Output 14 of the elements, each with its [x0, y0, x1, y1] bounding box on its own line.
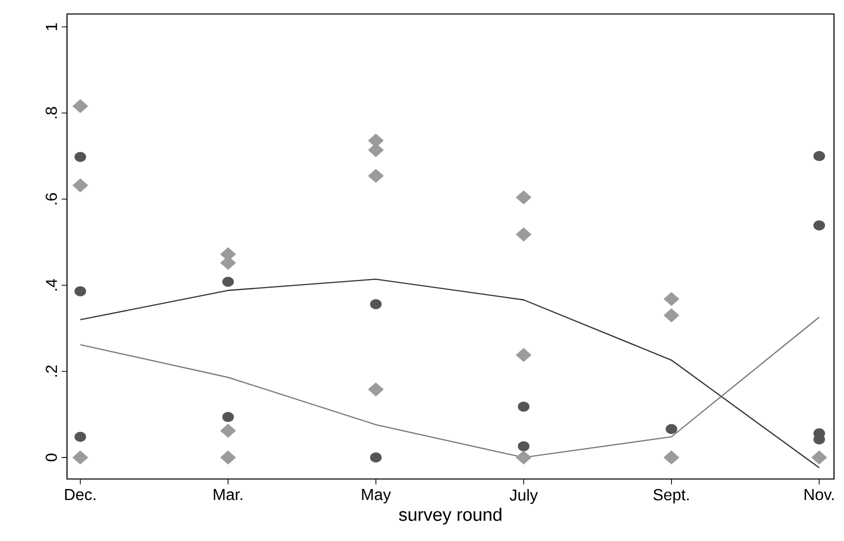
x-tick-label: July: [510, 489, 538, 504]
x-tick-label: May: [362, 489, 391, 504]
y-tick-label: .6: [46, 193, 57, 204]
y-tick-label: .4: [46, 279, 57, 290]
y-tick-label: 0: [46, 454, 57, 462]
x-tick-label: Dec.: [65, 489, 96, 500]
y-tick-label: 1: [46, 23, 57, 30]
x-tick-label: Mar.: [214, 489, 242, 500]
x-tick-label: Sept.: [653, 489, 689, 504]
x-tick-label: Nov.: [804, 489, 834, 500]
x-axis-title: survey round: [398, 508, 502, 525]
y-tick-label: .2: [46, 365, 57, 377]
y-tick-label: .8: [46, 107, 57, 118]
line-series: [80, 278, 820, 468]
